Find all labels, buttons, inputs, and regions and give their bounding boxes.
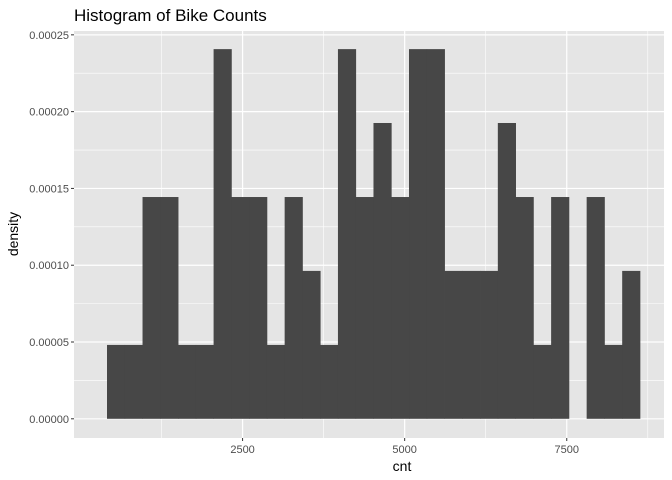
histogram-bar (497, 122, 516, 419)
y-tick-label: 0.00005 (29, 337, 69, 349)
histogram-bars (107, 49, 641, 419)
x-tick-label: 7500 (555, 444, 579, 456)
histogram-bar (551, 197, 570, 419)
histogram-bar (355, 197, 374, 419)
y-axis-title: density (5, 212, 21, 256)
histogram-bar (515, 197, 534, 419)
histogram-bar (160, 197, 179, 419)
y-tick-label: 0.00000 (29, 414, 69, 426)
histogram-bar (178, 344, 197, 419)
x-tick-label: 2500 (230, 444, 254, 456)
histogram-bar (462, 270, 481, 419)
histogram-bar (373, 122, 392, 419)
histogram-bar (586, 197, 605, 419)
x-axis-title: cnt (393, 458, 412, 474)
x-tick-label: 5000 (392, 444, 416, 456)
histogram-bar (284, 197, 303, 419)
y-tick-label: 0.00025 (29, 30, 69, 42)
histogram-bar (444, 270, 463, 419)
y-tick-label: 0.00015 (29, 183, 69, 195)
histogram-bar (302, 270, 321, 419)
histogram-bar (622, 270, 641, 419)
histogram-bar (409, 49, 428, 419)
histogram-bar (213, 49, 232, 419)
histogram-bar (107, 344, 126, 419)
histogram-bar (604, 344, 623, 419)
histogram-bar (249, 197, 268, 419)
y-tick-label: 0.00020 (29, 107, 69, 119)
histogram-bar (142, 197, 161, 419)
histogram-bar (426, 49, 445, 419)
y-axis: 0.00000 0.00005 0.00010 0.00015 0.00020 0.000… (29, 30, 74, 426)
histogram-bar (337, 49, 357, 419)
histogram-bar (320, 344, 339, 419)
histogram-bar (533, 344, 552, 419)
histogram-bar (480, 270, 499, 419)
histogram-bar (124, 344, 143, 419)
histogram-bar (231, 197, 250, 419)
histogram-bar (391, 197, 410, 419)
histogram-bar (195, 344, 214, 419)
chart-title: Histogram of Bike Counts (74, 6, 267, 25)
histogram-bar (266, 344, 286, 419)
y-tick-label: 0.00010 (29, 260, 69, 272)
x-axis: 2500 5000 7500 (230, 438, 579, 456)
